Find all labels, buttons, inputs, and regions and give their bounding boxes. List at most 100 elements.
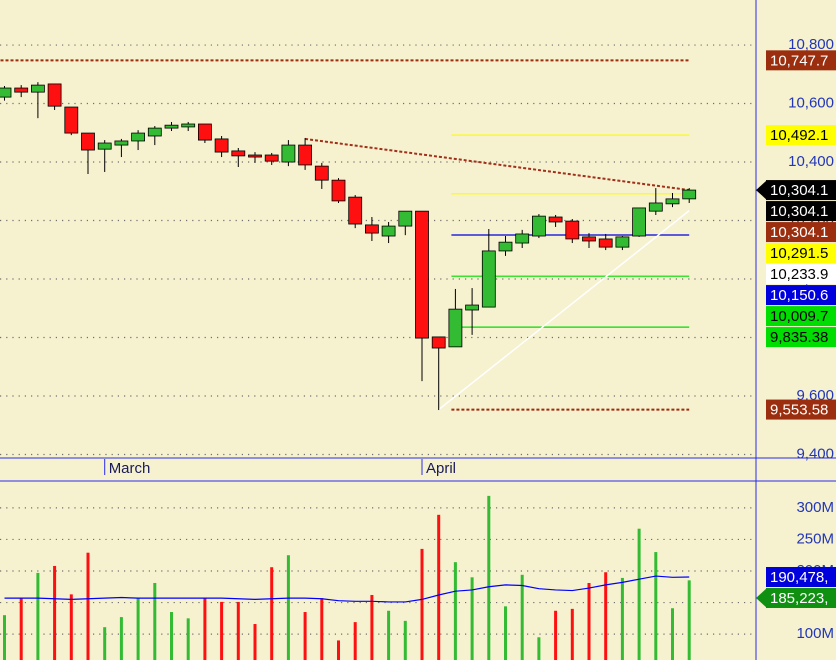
trendline: [304, 137, 690, 192]
volume-bar: [303, 612, 307, 660]
volume-bar: [687, 580, 691, 660]
candle-body: [147, 127, 162, 137]
price-label-box: [766, 180, 836, 201]
candle-body: [214, 138, 229, 153]
y-tick-label: 10,400: [788, 153, 834, 170]
candle-body: [298, 144, 313, 166]
candle-body: [231, 150, 246, 157]
candle-body: [598, 238, 613, 248]
volume-bar: [504, 606, 507, 660]
volume-bar: [286, 555, 290, 660]
y-tick-label: 10,800: [788, 36, 834, 53]
volume-bar: [370, 594, 374, 660]
volume-bar: [620, 577, 624, 660]
volume-bar: [3, 615, 6, 660]
candle-body: [582, 236, 596, 242]
candle-body: [364, 224, 379, 234]
volume-bar: [170, 612, 173, 660]
candle-body: [548, 216, 563, 223]
candle-body: [314, 165, 329, 181]
candle-body: [281, 144, 296, 163]
candle-body: [648, 202, 663, 212]
volume-bar: [53, 565, 57, 660]
y-tick-label: 10,600: [788, 95, 834, 112]
volume-bar: [487, 495, 491, 660]
candle-body: [264, 154, 279, 162]
price-label: 9,553.58: [770, 402, 828, 419]
price-label-box: [766, 222, 836, 243]
candle-body: [398, 210, 413, 227]
volume-bar: [337, 640, 340, 660]
price-label: 10,009.7: [770, 308, 828, 325]
candle-body: [47, 83, 62, 107]
volume-bar: [36, 572, 40, 660]
candle-body: [465, 304, 480, 311]
candle-body: [515, 233, 530, 244]
price-label-box: [766, 588, 836, 609]
volume-bar: [353, 622, 357, 660]
price-label-arrow: [756, 588, 767, 609]
candle-body: [448, 308, 463, 348]
candle-body: [248, 154, 262, 158]
candle-body: [431, 336, 446, 349]
volume-bar: [420, 548, 424, 660]
trendline: [438, 210, 690, 411]
price-label: 9,835.38: [770, 329, 828, 346]
volume-bar: [604, 572, 608, 660]
volume-bar: [570, 608, 574, 660]
volume-bar: [119, 617, 123, 660]
volume-bar: [186, 618, 190, 660]
volume-bar: [437, 514, 441, 660]
price-label-box: [766, 399, 836, 420]
volume-bar: [637, 528, 641, 660]
price-label: 10,304.1: [770, 224, 828, 241]
price-label-box: [766, 125, 836, 146]
candle-body: [81, 132, 95, 151]
volume-bar: [537, 637, 541, 660]
moving-average: [4, 575, 690, 603]
price-label-box: [766, 201, 836, 222]
volume-bar: [270, 567, 274, 660]
volume-bar: [387, 610, 391, 660]
volume-bar: [19, 598, 23, 660]
volume-bar: [153, 582, 157, 660]
price-label: 10,291.5: [770, 245, 828, 262]
candle-body: [0, 87, 12, 98]
price-label-arrow: [756, 180, 767, 201]
price-label-box: [766, 264, 836, 285]
price-label: 10,492.1: [770, 127, 828, 144]
volume-bar: [654, 552, 658, 660]
volume-bar: [320, 598, 324, 660]
y-tick-label: 300M: [796, 499, 834, 516]
volume-bar: [403, 620, 407, 660]
candle-body: [682, 189, 697, 200]
y-tick-label: 9,400: [796, 445, 834, 462]
volume-bar: [103, 627, 107, 660]
candle-body: [30, 84, 45, 93]
candle-body: [14, 87, 29, 93]
price-label: 185,223,: [770, 590, 828, 607]
price-label-box: [766, 243, 836, 264]
price-label-box: [766, 567, 836, 588]
volume-bar: [86, 552, 90, 660]
volume-bar: [253, 624, 257, 660]
candle-body: [164, 124, 179, 129]
price-label-box: [766, 50, 836, 71]
price-label: 10,150.6: [770, 287, 828, 304]
candle-body: [331, 179, 346, 202]
volume-bar: [203, 598, 207, 660]
volume-bar: [453, 562, 457, 660]
date-label: April: [426, 460, 456, 477]
price-label: 190,478,: [770, 569, 828, 586]
candle-body: [131, 132, 146, 142]
candle-body: [632, 207, 646, 237]
candle-body: [665, 198, 680, 205]
price-label-box: [766, 327, 836, 348]
price-label: 10,747.7: [770, 52, 828, 69]
candle-body: [114, 140, 129, 146]
y-tick-label: 100M: [796, 625, 834, 642]
volume-bar: [671, 608, 674, 660]
price-label: 10,304.1: [770, 203, 828, 220]
volume-bar: [587, 582, 591, 660]
